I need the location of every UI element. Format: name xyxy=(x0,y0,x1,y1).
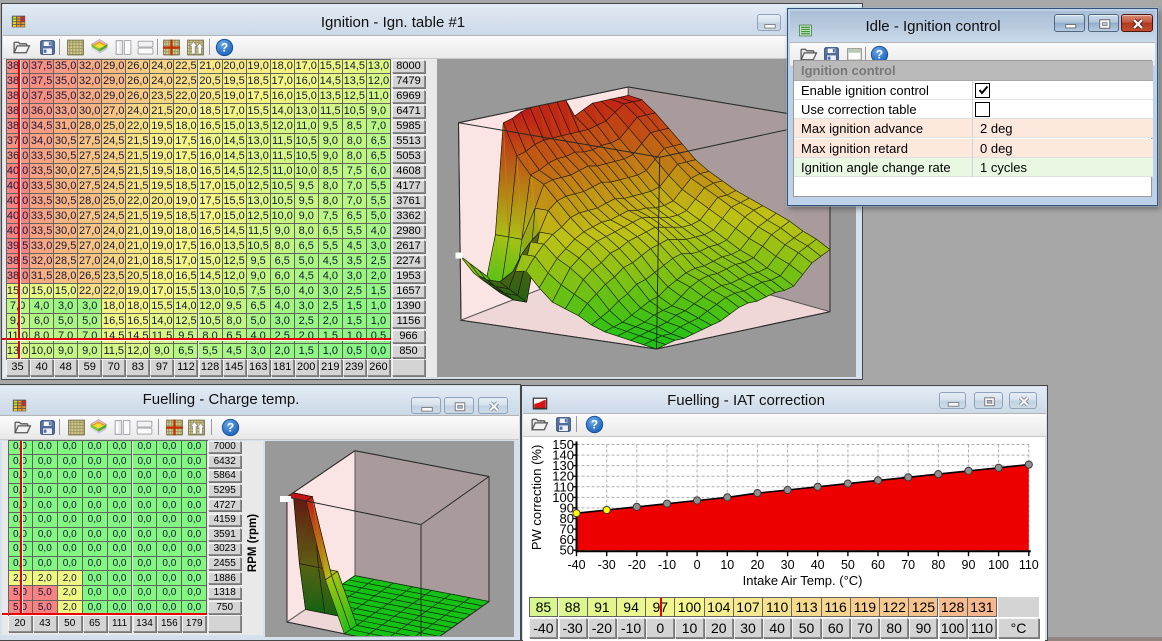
svg-text:20: 20 xyxy=(750,558,764,572)
svg-text:40: 40 xyxy=(811,558,825,572)
svg-text:90: 90 xyxy=(962,558,976,572)
svg-text:110: 110 xyxy=(1019,558,1039,572)
svg-text:100: 100 xyxy=(552,490,574,505)
svg-text:?: ? xyxy=(591,418,598,432)
svg-text:-30: -30 xyxy=(598,558,616,572)
svg-text:30: 30 xyxy=(781,558,795,572)
svg-text:RPM (rpm): RPM (rpm) xyxy=(247,514,259,572)
svg-text:?: ? xyxy=(221,41,228,55)
svg-text:Intake Air Temp. (°C): Intake Air Temp. (°C) xyxy=(743,573,863,588)
svg-text:-10: -10 xyxy=(658,558,676,572)
svg-text:10: 10 xyxy=(720,558,734,572)
svg-text:140: 140 xyxy=(552,448,574,463)
svg-text:?: ? xyxy=(227,421,234,435)
svg-text:-40: -40 xyxy=(567,558,585,572)
svg-text:50: 50 xyxy=(560,543,574,558)
svg-text:80: 80 xyxy=(931,558,945,572)
svg-text:110: 110 xyxy=(553,479,574,494)
svg-text:60: 60 xyxy=(560,532,574,547)
svg-text:?: ? xyxy=(876,48,883,62)
svg-text:120: 120 xyxy=(552,469,574,484)
svg-text:80: 80 xyxy=(560,511,574,526)
svg-text:0: 0 xyxy=(694,558,701,572)
svg-text:100: 100 xyxy=(988,558,1009,572)
svg-text:70: 70 xyxy=(901,558,915,572)
svg-text:-20: -20 xyxy=(628,558,646,572)
svg-text:130: 130 xyxy=(552,458,574,473)
svg-text:90: 90 xyxy=(560,500,574,515)
svg-text:PW correction (%): PW correction (%) xyxy=(529,445,544,550)
svg-text:50: 50 xyxy=(841,558,855,572)
svg-text:150: 150 xyxy=(552,437,574,452)
svg-text:60: 60 xyxy=(871,558,885,572)
svg-text:70: 70 xyxy=(560,522,574,537)
